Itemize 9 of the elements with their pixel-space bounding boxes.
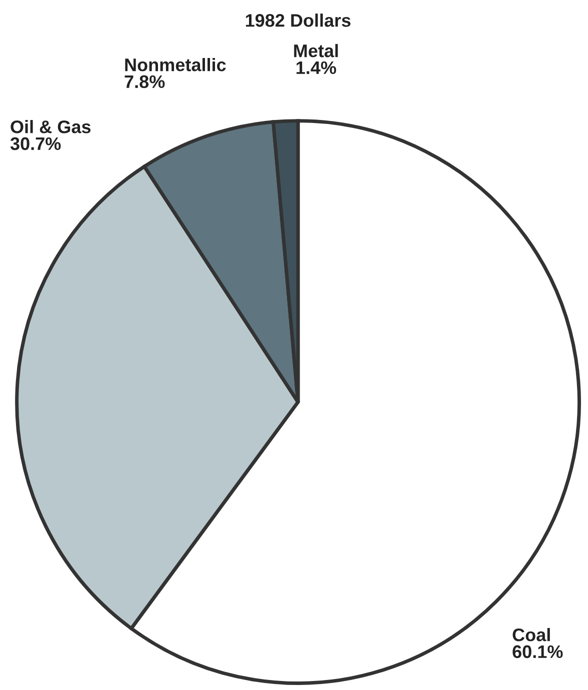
slice-label: Oil & Gas: [10, 120, 91, 134]
slice-label: Nonmetallic: [125, 58, 226, 72]
data-label: 60.1%: [512, 645, 563, 658]
data-label: 30.7%: [10, 137, 61, 150]
slice-label: Metal: [294, 44, 338, 58]
slice-label: Coal: [512, 628, 550, 642]
data-label: 1.4%: [296, 61, 336, 74]
data-label: 7.8%: [124, 75, 165, 88]
chart-title: 1982 Dollars: [246, 14, 350, 27]
